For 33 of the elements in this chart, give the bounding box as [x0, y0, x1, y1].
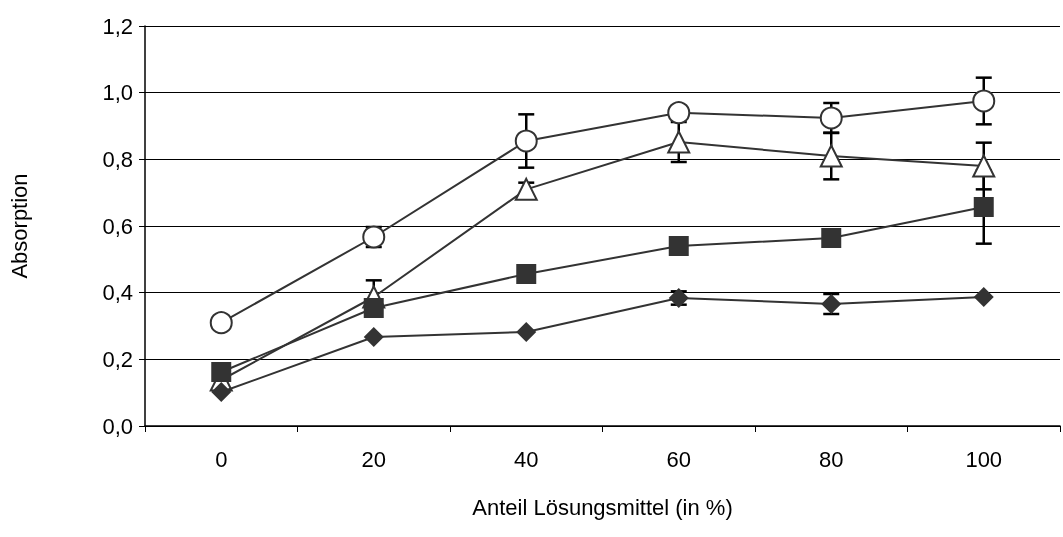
point	[363, 327, 384, 347]
y-tick-label: 0,4	[102, 280, 133, 306]
point	[514, 129, 538, 153]
point	[667, 130, 691, 154]
point	[209, 311, 233, 335]
point	[516, 264, 537, 284]
y-tick-label: 0,8	[102, 146, 133, 172]
y-tick-label: 1,0	[102, 80, 133, 106]
y-axis-title: Absorption	[6, 173, 32, 279]
x-tick-label: 100	[965, 446, 1003, 472]
point	[363, 298, 384, 318]
x-axis-title: Anteil Lösungsmittel (in %)	[472, 494, 733, 520]
point	[514, 177, 538, 201]
y-tick-label: 1,2	[102, 13, 133, 39]
y-tick-label: 0,2	[102, 346, 133, 372]
point	[972, 154, 996, 178]
x-tick-label: 20	[361, 446, 386, 472]
point	[667, 101, 691, 125]
point	[516, 322, 537, 342]
point	[973, 287, 994, 307]
point	[668, 236, 689, 256]
x-tick-label: 60	[666, 446, 691, 472]
point	[973, 197, 994, 217]
point	[972, 89, 996, 113]
y-tick-label: 0,6	[102, 213, 133, 239]
point	[211, 362, 232, 382]
point	[211, 382, 232, 402]
point	[821, 228, 842, 248]
x-tick-label: 80	[819, 446, 844, 472]
x-tick-label: 40	[514, 446, 539, 472]
point	[819, 144, 843, 168]
x-tick-label: 0	[215, 446, 228, 472]
y-tick-label: 0,0	[102, 413, 133, 439]
